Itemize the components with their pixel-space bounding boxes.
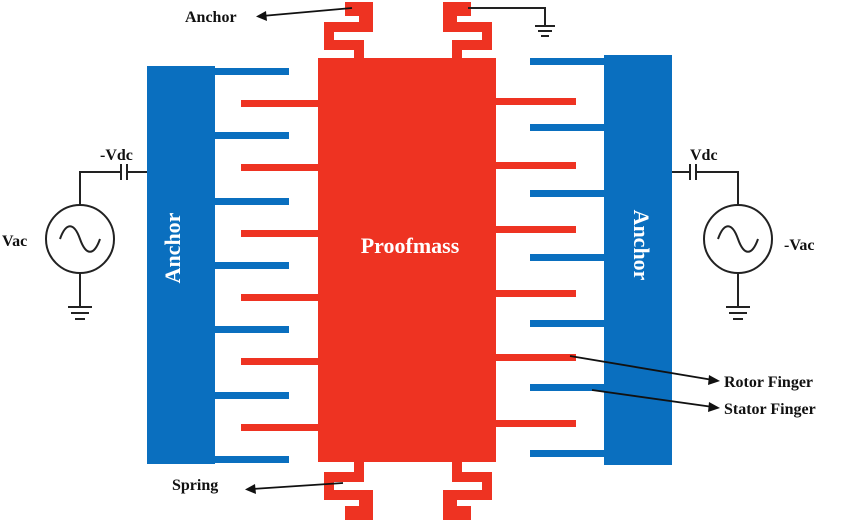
left-drive-circuit [45,164,147,320]
rotor-finger [496,98,576,105]
stator-finger [209,392,289,399]
rotor-finger [241,358,318,365]
top-anchor-arrow [256,7,353,21]
stator-finger [530,124,610,131]
stator-finger [209,456,289,463]
right-rotor-fingers [496,98,576,427]
top-anchor-label: Anchor [185,9,237,26]
stator-finger [530,384,610,391]
left-ac-label: Vac [2,233,27,250]
rotor-finger [496,162,576,169]
top-ground-icon [468,7,555,37]
rotor-finger [241,230,318,237]
proofmass-block [318,58,496,462]
stator-structures [147,55,672,465]
top-right-spring [443,2,492,60]
stator-finger [530,320,610,327]
right-ac-label: -Vac [784,237,815,254]
rotor-finger [496,354,576,361]
stator-comb-spine [209,66,215,464]
stator-finger-label: Stator Finger [724,401,816,418]
right-drive-circuit [672,164,773,320]
spring-label: Spring [172,477,218,494]
left-anchor-label: Anchor [160,212,185,283]
rotor-finger [496,226,576,233]
stator-finger [209,198,289,205]
rotor-finger [496,290,576,297]
rotor-finger-arrow [569,355,720,385]
stator-finger [530,190,610,197]
right-anchor-label: Anchor [629,210,654,281]
right-stator-fingers [530,55,610,465]
stator-comb-spine [604,55,610,465]
left-anchor-block [147,66,209,464]
stator-finger [530,254,610,261]
right-dc-label: Vdc [690,147,718,164]
stator-finger [209,68,289,75]
left-stator-fingers [209,66,289,464]
stator-finger [209,326,289,333]
stator-finger [209,132,289,139]
rotor-finger [241,100,318,107]
bottom-left-spring [324,460,373,520]
stator-finger [209,262,289,269]
rotor-finger-label: Rotor Finger [724,374,813,391]
stator-finger [530,450,610,457]
stator-finger [530,58,610,65]
spring-arrow [245,482,344,494]
stator-finger-arrow [591,389,720,412]
rotor-finger [241,294,318,301]
left-dc-label: -Vdc [100,147,133,164]
bottom-right-spring [443,460,492,520]
left-rotor-fingers [241,100,318,431]
rotor-finger [241,424,318,431]
rotor-finger [241,164,318,171]
proofmass-label: Proofmass [361,233,460,258]
top-left-spring [324,2,373,60]
rotor-finger [496,420,576,427]
